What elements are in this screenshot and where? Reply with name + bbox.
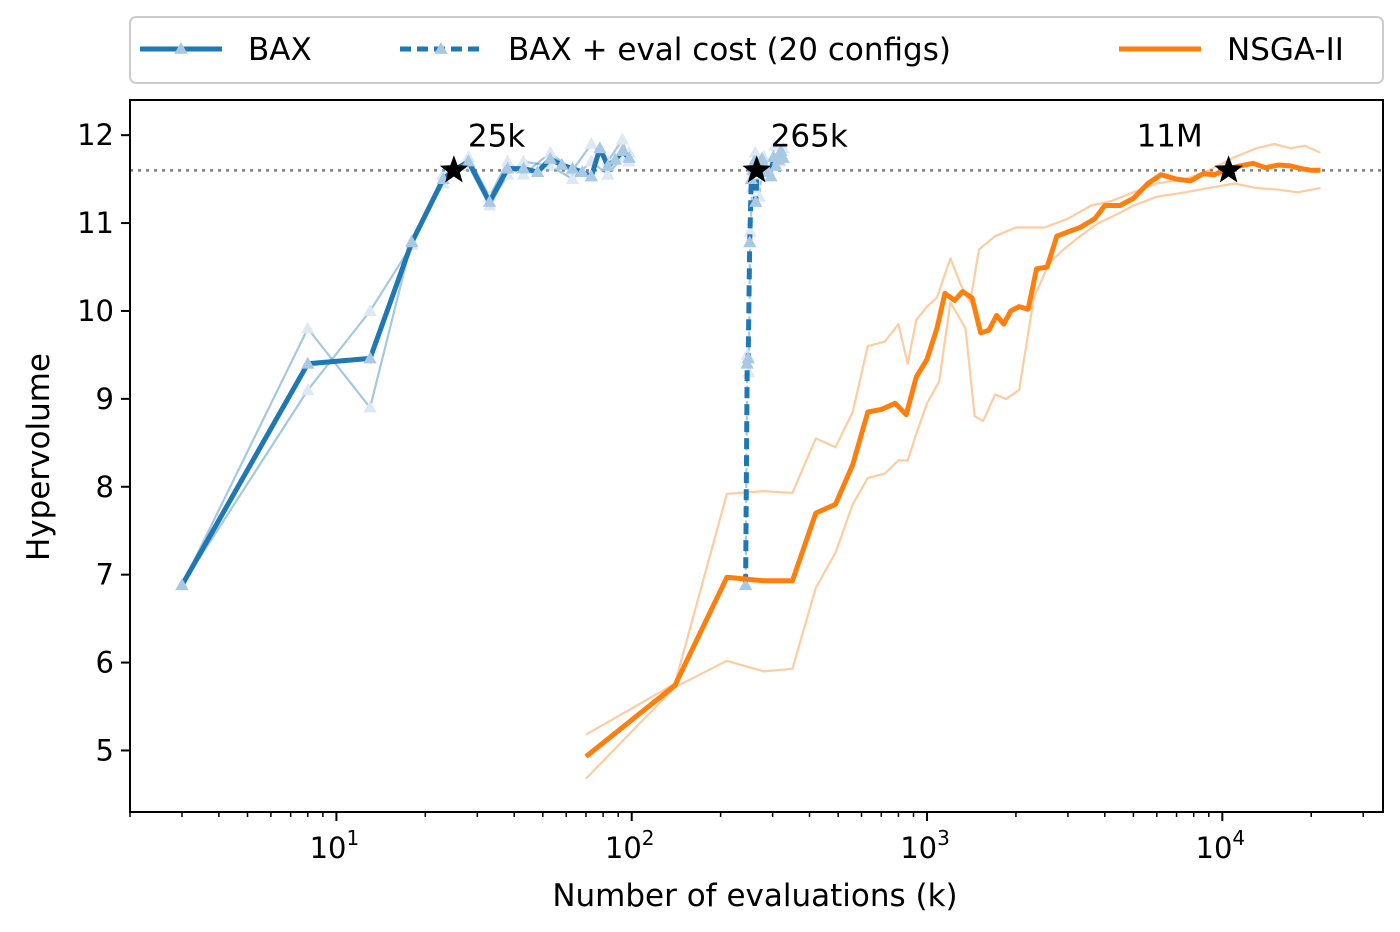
- data-point-marker: [363, 400, 377, 413]
- y-tick-label: 11: [77, 206, 114, 240]
- data-point-marker: [615, 143, 630, 156]
- data-point-marker: [749, 194, 763, 207]
- legend-marker-icon: [434, 42, 448, 54]
- legend-entry: BAX + eval cost (20 configs): [400, 32, 951, 68]
- plot-frame: [129, 99, 1384, 813]
- y-axis-label: Hypervolume: [21, 353, 57, 561]
- data-point-marker: [301, 383, 315, 395]
- data-point-marker: [482, 194, 497, 207]
- legend-entry: NSGA-II: [1119, 32, 1344, 68]
- plot-area: 25k 265k 11M 5 6 7 8 9 10 11 12 101 102 103 104: [77, 99, 1384, 865]
- series-line: [584, 160, 1321, 759]
- y-tick-label: 5: [96, 733, 114, 767]
- milestone-star-icon: [439, 155, 469, 183]
- legend-marker-icon: [174, 42, 188, 54]
- data-point-marker: [363, 303, 377, 316]
- data-point-marker: [741, 351, 755, 364]
- data-point-marker: [615, 132, 630, 145]
- data-point-marker: [764, 169, 778, 182]
- data-point-marker: [301, 356, 315, 369]
- x-tick-label: 104: [1196, 826, 1246, 865]
- data-point-marker: [608, 152, 622, 165]
- data-point-marker: [748, 145, 762, 158]
- data-point-marker: [500, 161, 515, 174]
- y-tick-label: 12: [77, 118, 114, 152]
- data-point-marker: [516, 161, 531, 174]
- legend-label: BAX: [248, 32, 312, 68]
- data-point-marker: [769, 158, 783, 171]
- data-point-marker: [776, 151, 790, 163]
- data-point-marker: [516, 167, 531, 180]
- data-point-marker: [622, 151, 636, 163]
- series-run-3: [175, 132, 636, 591]
- milestone-label: 11M: [1137, 118, 1203, 154]
- data-point-marker: [601, 167, 615, 180]
- y-tick-label: 9: [96, 382, 114, 416]
- data-point-marker: [743, 235, 757, 248]
- x-axis-label: Number of evaluations (k): [552, 878, 957, 914]
- data-point-marker: [530, 165, 545, 177]
- data-point-marker: [363, 351, 377, 364]
- data-point-marker: [543, 151, 557, 164]
- milestone-star-icon: [1214, 155, 1243, 183]
- data-point-marker: [516, 154, 531, 167]
- data-point-marker: [593, 141, 607, 154]
- legend-entry: BAX: [140, 32, 312, 68]
- legend-label: BAX + eval cost (20 configs): [508, 32, 951, 68]
- milestone-star-icon: [742, 155, 771, 183]
- data-point-marker: [575, 165, 589, 177]
- data-point-marker: [405, 235, 419, 248]
- data-point-marker: [584, 169, 599, 182]
- data-point-marker: [555, 158, 569, 170]
- y-tick-label: 6: [96, 646, 114, 680]
- y-tick-label: 7: [96, 558, 114, 592]
- data-point-marker: [543, 158, 557, 171]
- data-point-marker: [743, 224, 757, 237]
- series-line: [181, 151, 630, 586]
- series-nsga-ii: [584, 160, 1321, 759]
- x-tick-label: 101: [310, 826, 360, 865]
- x-tick-label: 103: [900, 826, 950, 865]
- data-point-marker: [175, 578, 189, 591]
- y-tick-label: 10: [77, 294, 114, 328]
- data-point-marker: [565, 172, 580, 185]
- milestone-label: 25k: [468, 118, 525, 154]
- milestone-label: 265k: [771, 118, 848, 154]
- data-point-marker: [461, 154, 476, 167]
- series-run-4: [175, 145, 636, 591]
- data-point-marker: [565, 161, 580, 174]
- series-line: [181, 138, 631, 586]
- data-point-marker: [543, 145, 557, 158]
- y-tick-label: 8: [96, 470, 114, 504]
- legend-label: NSGA-II: [1227, 32, 1344, 68]
- data-point-marker: [584, 136, 599, 149]
- data-point-marker: [500, 154, 515, 167]
- data-point-marker: [768, 138, 782, 151]
- x-tick-label: 102: [605, 826, 655, 865]
- data-point-marker: [601, 158, 615, 171]
- series-line: [585, 182, 1321, 780]
- series-run-7: [585, 182, 1321, 780]
- series-bax: [175, 141, 636, 591]
- series-line: [179, 145, 631, 587]
- legend-box: [129, 16, 1384, 84]
- legend: BAX BAX + eval cost (20 configs) NSGA-II: [129, 16, 1384, 84]
- data-point-marker: [301, 321, 315, 334]
- data-point-marker: [738, 578, 753, 591]
